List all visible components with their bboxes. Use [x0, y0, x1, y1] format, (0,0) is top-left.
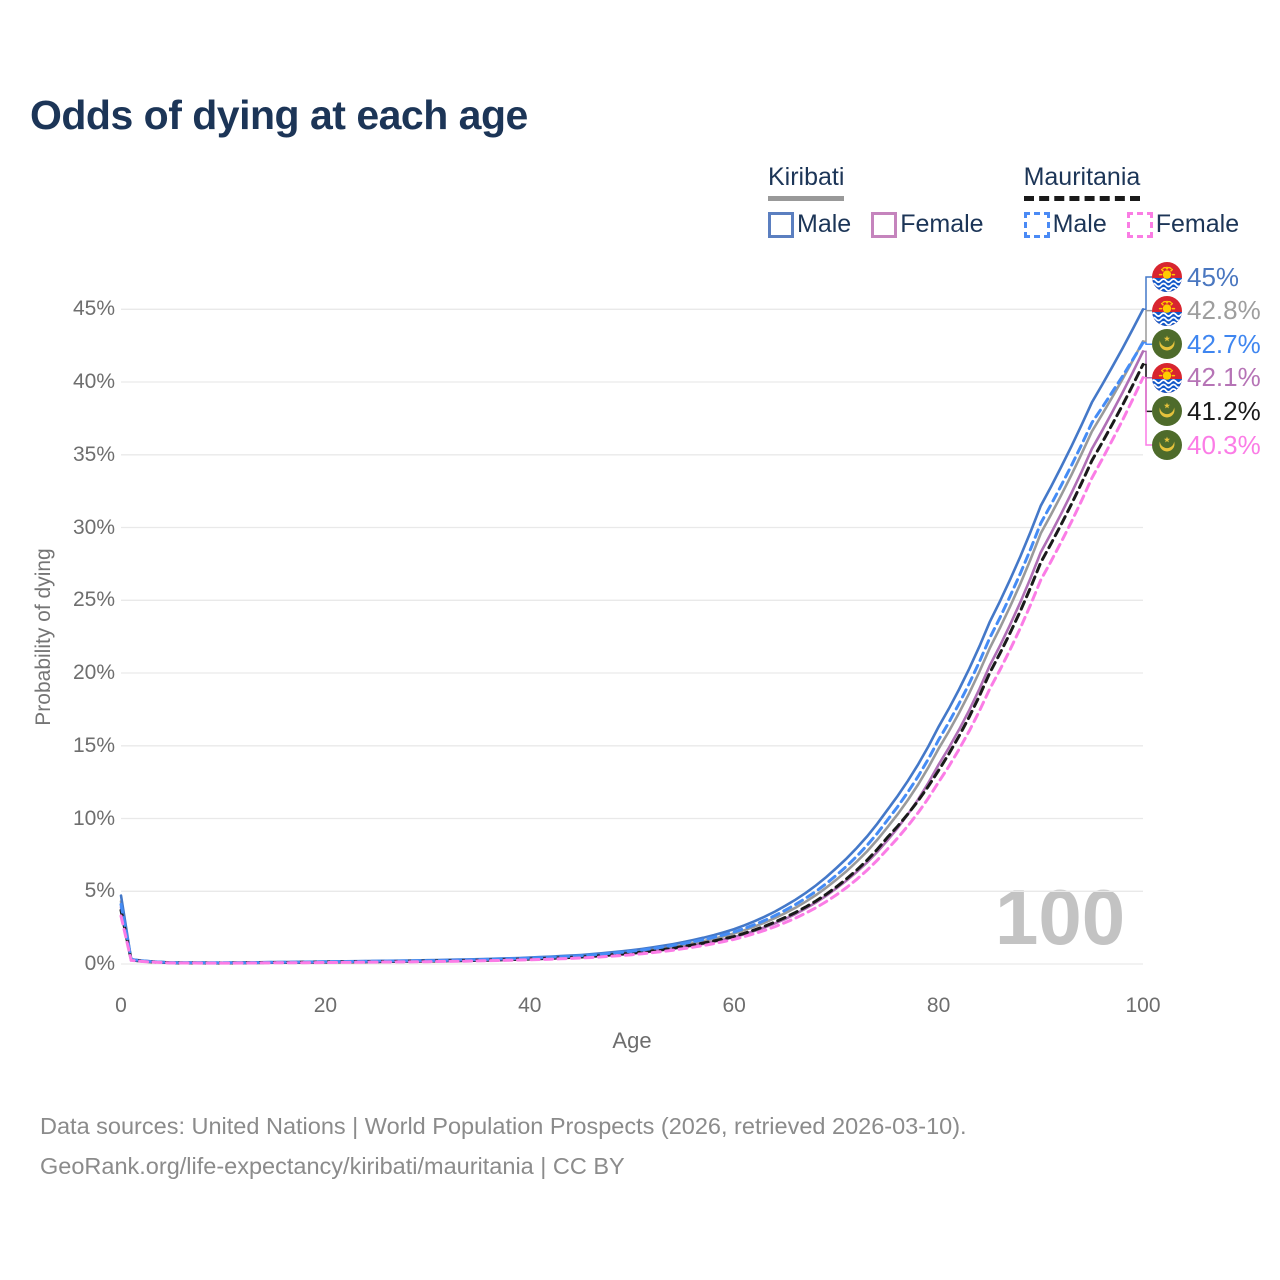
legend-item-label: Male — [797, 210, 852, 238]
kiribati-flag-icon — [1152, 262, 1182, 292]
y-tick-label: 0% — [84, 952, 115, 975]
end-label-value: 42.1% — [1187, 362, 1261, 393]
mauritania-male-swatch-icon — [1023, 211, 1050, 238]
y-tick-label: 30% — [72, 515, 115, 539]
legend-item-kiribati-male[interactable]: Male — [768, 210, 851, 239]
end-label-value: 40.3% — [1187, 429, 1261, 460]
x-tick-label: 100 — [1125, 994, 1161, 1017]
kiribati-male-swatch-icon — [768, 211, 794, 238]
kiribati-female-swatch-icon — [871, 211, 898, 238]
series-line-mauritania-female — [119, 376, 1145, 965]
y-tick-label: 15% — [72, 733, 115, 757]
legend-title-kiribati: Kiribati — [768, 163, 845, 201]
end-label-value: 41.2% — [1187, 395, 1261, 426]
end-label-row: 40.3% — [1152, 429, 1261, 461]
y-tick-label: 20% — [72, 661, 115, 684]
attribution-line: GeoRank.org/life-expectancy/kiribati/mau… — [40, 1153, 625, 1179]
y-tick-label: 10% — [72, 806, 115, 830]
end-label-connector — [1143, 341, 1152, 345]
legend-group-kiribati: Kiribati Male Female — [768, 163, 984, 239]
end-label-connector — [1143, 363, 1152, 413]
legend-group-mauritania: Mauritania Male Female — [1023, 163, 1240, 239]
legend: Kiribati Male Female Mauritania Male — [768, 163, 1239, 239]
gridlines — [121, 308, 1143, 965]
end-label-connector — [1143, 309, 1152, 343]
series-line-mauritania-male — [119, 341, 1145, 965]
y-tick-label: 35% — [72, 442, 115, 466]
footer: Data sources: United Nations | World Pop… — [40, 1106, 967, 1186]
mauritania-flag-icon — [1152, 430, 1182, 460]
x-tick-label: 40 — [518, 994, 542, 1017]
end-label-row: 45% — [1152, 261, 1239, 293]
x-tick-label: 0 — [115, 994, 127, 1017]
chart-title: Odds of dying at each age — [30, 92, 528, 138]
kiribati-flag-icon — [1152, 295, 1182, 326]
end-label-row: 42.7% — [1152, 328, 1261, 360]
end-label-row: 42.8% — [1152, 295, 1261, 327]
end-label-value: 42.8% — [1187, 295, 1261, 326]
mauritania-female-swatch-icon — [1126, 211, 1153, 238]
mauritania-flag-icon — [1152, 329, 1182, 360]
end-label-row: 41.2% — [1152, 395, 1261, 427]
kiribati-flag-icon — [1152, 362, 1182, 393]
x-tick-label: 80 — [926, 994, 951, 1017]
y-tick-label: 45% — [72, 297, 115, 321]
legend-item-mauritania-male[interactable]: Male — [1023, 210, 1107, 239]
end-label-connector — [1143, 276, 1152, 311]
legend-item-kiribati-female[interactable]: Female — [871, 210, 984, 239]
x-tick-label: 60 — [722, 994, 746, 1017]
mauritania-flag-icon — [1152, 396, 1182, 427]
series-line-kiribati-female — [119, 350, 1145, 965]
legend-item-label: Female — [1155, 210, 1240, 238]
x-tick-label: 20 — [313, 994, 338, 1017]
y-tick-label: 5% — [84, 879, 115, 903]
legend-item-label: Male — [1052, 210, 1107, 238]
data-sources-line: Data sources: United Nations | World Pop… — [40, 1113, 967, 1139]
y-tick-label: 25% — [72, 588, 115, 612]
series-line-kiribati-both-sexes — [119, 340, 1145, 965]
end-label-connector — [1143, 376, 1152, 446]
end-label-value: 42.7% — [1187, 328, 1261, 359]
x-axis-title: Age — [612, 1028, 652, 1053]
legend-item-label: Female — [900, 210, 984, 238]
age-indicator-watermark: 100 — [995, 873, 1126, 961]
legend-title-mauritania: Mauritania — [1023, 163, 1141, 201]
end-label-value: 45% — [1187, 261, 1240, 292]
y-tick-label: 40% — [72, 370, 115, 393]
end-label-row: 42.1% — [1152, 362, 1261, 394]
legend-item-mauritania-female[interactable]: Female — [1126, 210, 1240, 239]
